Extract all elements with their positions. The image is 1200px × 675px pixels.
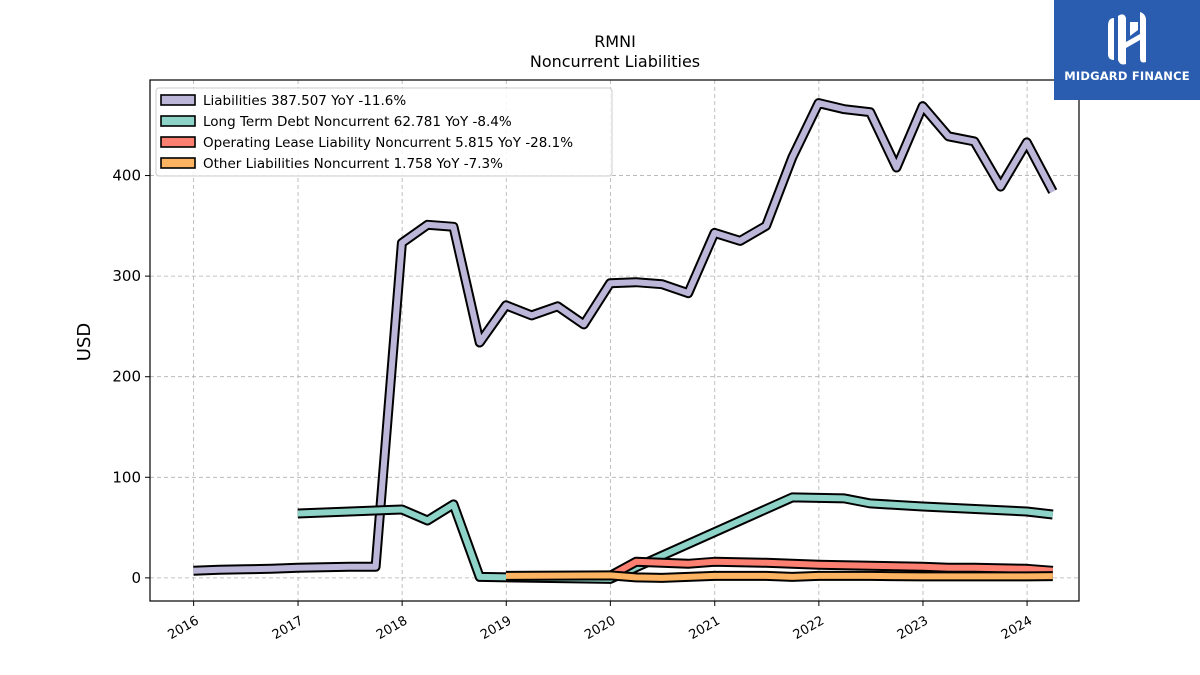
legend-box (155, 87, 613, 177)
logo-text: MIDGARD FINANCE (1064, 69, 1190, 83)
series-line (297, 494, 1054, 582)
x-axis: 2016 2017 2018 2019 2020 2021 2022 2023 2024 (165, 601, 1035, 643)
legend: Liabilities 387.507 YoY -11.6% Long Term … (155, 87, 613, 177)
x-tick-label: 2024 (999, 613, 1035, 643)
x-tick-label: 2021 (687, 613, 723, 643)
series-3 (505, 570, 1053, 583)
plot-frame (149, 79, 1080, 602)
legend-swatch (160, 94, 196, 106)
x-tick-label: 2020 (582, 613, 618, 643)
y-axis: 0 100 200 300 400 (112, 167, 150, 587)
series-0 (193, 98, 1058, 576)
series-1 (297, 492, 1054, 584)
legend-swatch (160, 157, 196, 169)
series-lines (193, 98, 1058, 584)
series-line (608, 558, 1054, 579)
legend-label: Operating Lease Liability Noncurrent 5.8… (203, 135, 573, 151)
x-tick-label: 2018 (374, 613, 410, 643)
legend-label: Long Term Debt Noncurrent 62.781 YoY -8.… (203, 114, 512, 130)
series-line (193, 100, 1056, 574)
legend-swatch (160, 136, 196, 148)
legend-label: Other Liabilities Noncurrent 1.758 YoY -… (203, 156, 503, 172)
brand-logo: MIDGARD FINANCE (1054, 0, 1200, 100)
y-tick-label: 100 (112, 468, 141, 486)
legend-label: Liabilities 387.507 YoY -11.6% (203, 93, 406, 109)
midgard-logo-icon (1108, 12, 1146, 65)
x-tick-label: 2017 (270, 613, 306, 643)
y-tick-label: 0 (131, 569, 141, 587)
x-tick-label: 2016 (165, 613, 201, 643)
y-tick-label: 400 (112, 167, 141, 185)
y-axis-label: USD (74, 323, 95, 361)
chart-subtitle: Noncurrent Liabilities (530, 52, 700, 71)
legend-swatch (160, 115, 196, 127)
series-line (505, 572, 1053, 581)
x-tick-label: 2022 (791, 613, 827, 643)
y-tick-label: 300 (112, 267, 141, 285)
series-2 (607, 556, 1054, 581)
chart-title: RMNI (594, 32, 636, 51)
y-tick-label: 200 (112, 368, 141, 386)
x-tick-label: 2023 (895, 613, 931, 643)
x-tick-label: 2019 (478, 613, 514, 643)
